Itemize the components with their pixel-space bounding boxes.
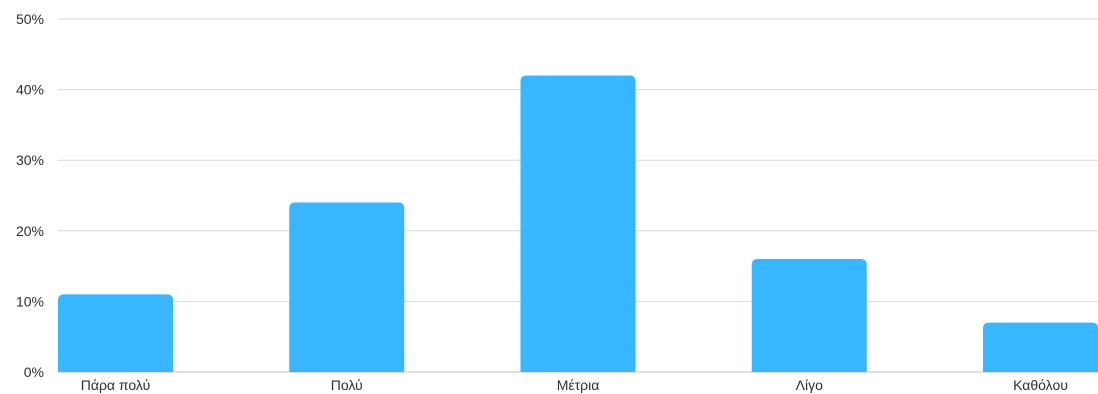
bar-4	[751, 259, 867, 372]
y-tick-label: 0%	[24, 364, 44, 380]
bar-5	[983, 322, 1098, 372]
bar-2	[289, 202, 405, 372]
y-tick-label: 40%	[16, 82, 44, 98]
y-tick-label: 10%	[16, 293, 44, 309]
bar-1	[58, 294, 173, 372]
x-category-label: Πολύ	[331, 377, 363, 393]
x-category-label: Καθόλου	[1013, 377, 1068, 393]
x-category-label: Μέτρια	[557, 377, 600, 393]
x-category-label: Λίγο	[796, 377, 823, 393]
y-tick-label: 30%	[16, 152, 44, 168]
x-category-label: Πάρα πολύ	[81, 377, 150, 393]
y-tick-label: 20%	[16, 223, 44, 239]
y-tick-label: 50%	[16, 11, 44, 27]
bar-3	[520, 75, 636, 372]
